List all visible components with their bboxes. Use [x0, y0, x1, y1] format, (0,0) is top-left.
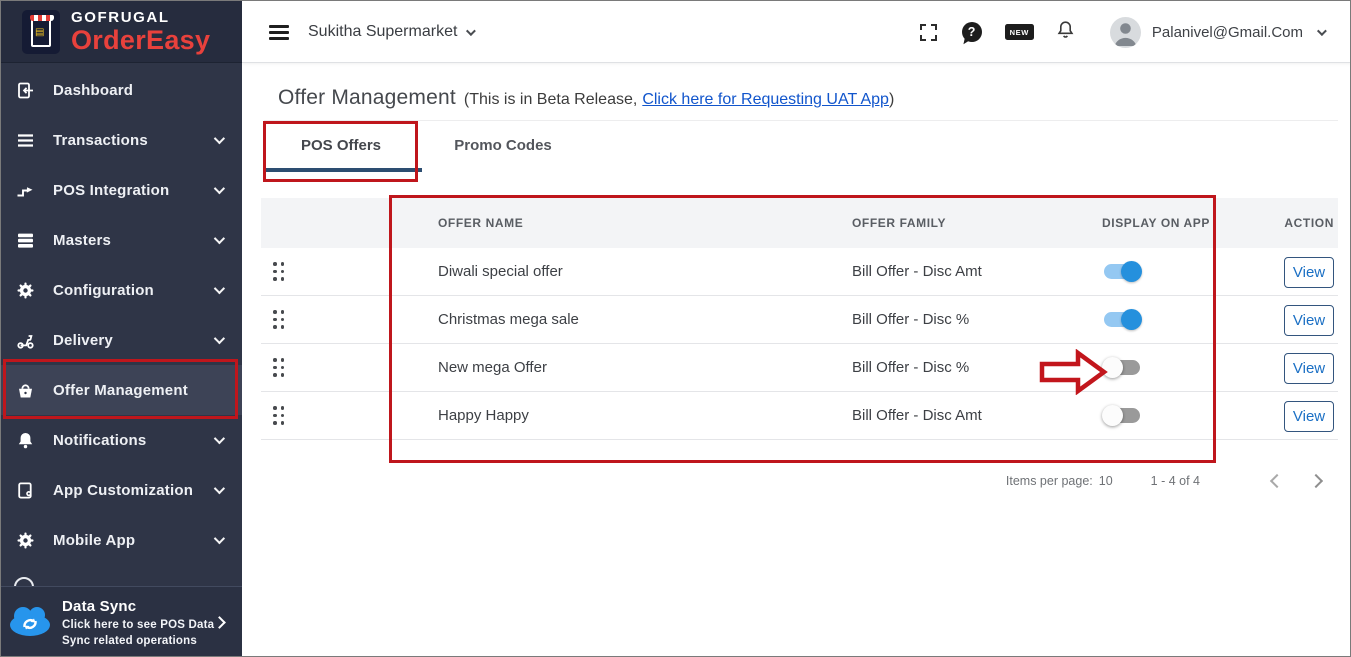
chevron-down-icon [213, 482, 226, 495]
sidebar-item-offer-management[interactable]: Offer Management [1, 365, 242, 415]
chevron-down-icon [213, 532, 226, 545]
offers-table: OFFER NAME OFFER FAMILY DISPLAY ON APP A… [261, 198, 1338, 440]
table-row: Diwali special offer Bill Offer - Disc A… [261, 248, 1338, 296]
tab-promo-codes[interactable]: Promo Codes [454, 137, 552, 154]
app-customization-icon [14, 481, 36, 500]
next-page-button[interactable] [1308, 472, 1326, 490]
data-sync-desc-1: Click here to see POS Data [62, 619, 215, 631]
offer-family: Bill Offer - Disc Amt [852, 407, 982, 424]
view-button[interactable]: View [1284, 353, 1334, 384]
offer-family: Bill Offer - Disc % [852, 359, 970, 376]
help-icon[interactable]: ? [961, 22, 982, 42]
chevron-down-icon [213, 282, 226, 295]
table-header-row: OFFER NAME OFFER FAMILY DISPLAY ON APP A… [261, 198, 1338, 248]
chevron-down-icon [213, 432, 226, 445]
data-sync-desc-2: Sync related operations [62, 635, 197, 647]
sidebar-item-dashboard[interactable]: Dashboard [1, 65, 242, 115]
sidebar-item-delivery[interactable]: Delivery [1, 315, 242, 365]
tab-pos-offers[interactable]: POS Offers [300, 137, 382, 154]
display-on-app-toggle[interactable] [1104, 261, 1142, 282]
sidebar-nav: Dashboard Transactions POS Integration M… [1, 65, 242, 565]
chevron-down-icon [213, 182, 226, 195]
bell-icon[interactable] [1057, 20, 1074, 44]
offer-name: Happy Happy [438, 407, 529, 424]
cloud-sync-icon [7, 601, 55, 644]
sidebar-item-transactions[interactable]: Transactions [1, 115, 242, 165]
sidebar-item-masters[interactable]: Masters [1, 215, 242, 265]
sidebar-item-app-customization[interactable]: App Customization [1, 465, 242, 515]
items-per-page-label: Items per page: [1005, 474, 1093, 488]
column-header-offer-family: OFFER FAMILY [852, 216, 947, 230]
table-row: Christmas mega sale Bill Offer - Disc % … [261, 296, 1338, 344]
offer-name: New mega Offer [438, 359, 547, 376]
table-row: Happy Happy Bill Offer - Disc Amt View [261, 392, 1338, 440]
uat-request-link[interactable]: Click here for Requesting UAT App [642, 91, 889, 108]
offer-basket-icon [14, 381, 36, 400]
sidebar-item-pos-integration[interactable]: POS Integration [1, 165, 242, 215]
sidebar-item-mobile-app[interactable]: Mobile App [1, 515, 242, 565]
drag-handle-icon[interactable] [273, 406, 285, 425]
topbar: Sukitha Supermarket ? NEW Palanivel@Gmai… [242, 1, 1350, 63]
view-button[interactable]: View [1284, 401, 1334, 432]
tabs-divider [264, 120, 1338, 121]
active-tab-indicator [264, 168, 422, 172]
table-row: New mega Offer Bill Offer - Disc % View [261, 344, 1338, 392]
previous-page-button[interactable] [1266, 472, 1284, 490]
page-range-label: 1 - 4 of 4 [1150, 474, 1200, 488]
cart-icon: ▤ [35, 26, 45, 38]
store-name: Sukitha Supermarket [308, 23, 458, 40]
new-badge[interactable]: NEW [1004, 24, 1034, 40]
sidebar-item-configuration[interactable]: Configuration [1, 265, 242, 315]
store-switcher[interactable]: Sukitha Supermarket [308, 1, 477, 63]
brand-product: OrderEasy [71, 24, 211, 55]
chevron-down-icon [213, 132, 226, 145]
chevron-down-icon [466, 25, 477, 36]
pos-integration-icon [14, 181, 36, 200]
data-sync-panel[interactable]: Data Sync Click here to see POS Data Syn… [1, 586, 242, 656]
drag-handle-icon[interactable] [273, 310, 285, 329]
display-on-app-toggle[interactable] [1102, 357, 1140, 378]
chevron-down-icon[interactable] [1316, 25, 1327, 36]
offer-name: Diwali special offer [438, 263, 563, 280]
dashboard-icon [14, 81, 36, 100]
gear-icon [14, 281, 36, 300]
sidebar-item-notifications[interactable]: Notifications [1, 415, 242, 465]
column-header-offer-name: OFFER NAME [438, 216, 524, 230]
paginator: Items per page: 10 1 - 4 of 4 [1006, 472, 1326, 490]
offer-family: Bill Offer - Disc Amt [852, 263, 982, 280]
avatar[interactable] [1109, 16, 1141, 48]
fullscreen-icon[interactable] [919, 23, 937, 41]
chevron-right-icon[interactable] [213, 616, 226, 629]
brand-name: GOFRUGAL [71, 8, 170, 26]
brand-logo[interactable]: ▤ GOFRUGAL OrderEasy [1, 1, 242, 63]
menu-toggle-icon[interactable] [269, 25, 289, 44]
masters-icon [14, 231, 36, 250]
bell-icon [14, 431, 36, 450]
beta-note: (This is in Beta Release, [463, 91, 638, 108]
chevron-down-icon [213, 232, 226, 245]
sidebar-item-partial [14, 577, 36, 587]
view-button[interactable]: View [1284, 305, 1334, 336]
items-per-page-select[interactable]: 10 [1098, 474, 1113, 488]
offer-name: Christmas mega sale [438, 311, 579, 328]
display-on-app-toggle[interactable] [1104, 309, 1142, 330]
delivery-icon [14, 331, 36, 350]
display-on-app-toggle[interactable] [1102, 405, 1140, 426]
storefront-logo-icon: ▤ [22, 9, 60, 54]
drag-handle-icon[interactable] [273, 262, 285, 281]
page-title: Offer Management [278, 86, 456, 109]
drag-handle-icon[interactable] [273, 358, 285, 377]
view-button[interactable]: View [1284, 257, 1334, 288]
chevron-down-icon [213, 332, 226, 345]
user-email[interactable]: Palanivel@Gmail.Com [1151, 23, 1303, 41]
transactions-icon [14, 131, 36, 150]
beta-note-suffix: ) [888, 91, 895, 108]
column-header-display-on-app: DISPLAY ON APP [1102, 216, 1210, 230]
gear-icon [14, 531, 36, 550]
column-header-action: ACTION [1284, 216, 1334, 230]
offer-family: Bill Offer - Disc % [852, 311, 970, 328]
data-sync-title: Data Sync [62, 598, 137, 615]
sidebar: ▤ GOFRUGAL OrderEasy Dashboard Transacti… [1, 1, 242, 656]
